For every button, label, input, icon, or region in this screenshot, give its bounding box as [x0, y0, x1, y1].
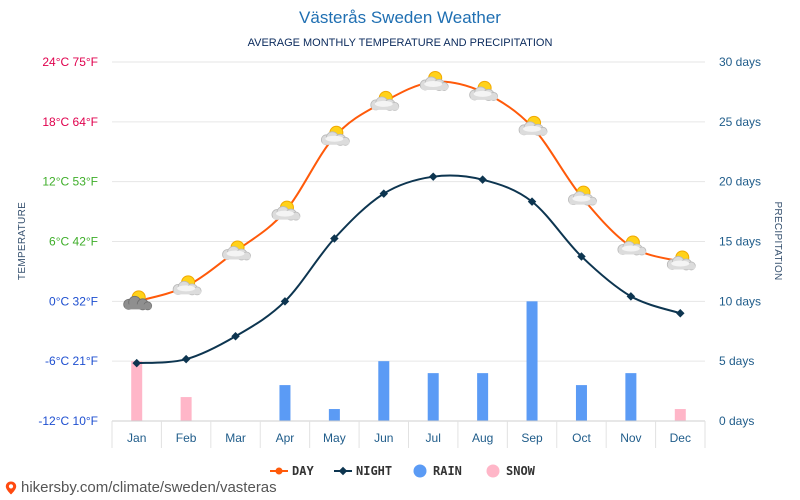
night-point [132, 358, 141, 368]
x-tick-label: Sep [521, 431, 543, 445]
night-point [626, 292, 636, 301]
left-tick-label: 24°C 75°F [42, 55, 98, 69]
right-tick-label: 30 days [719, 55, 761, 69]
x-tick-label: Aug [472, 431, 493, 445]
x-tick-label: Nov [620, 431, 641, 445]
snow-bar [180, 397, 192, 421]
right-axis-title: PRECIPITATION [772, 201, 783, 280]
partly-sunny-icon [320, 125, 350, 146]
night-series-line [136, 174, 681, 365]
partly-sunny-icon [469, 80, 499, 101]
legend-item-snow: SNOW [486, 464, 536, 478]
x-tick-label: Feb [176, 431, 197, 445]
rain-bar [575, 385, 587, 421]
left-tick-label: -6°C 21°F [45, 354, 98, 368]
left-axis-ticks: 24°C 75°F 18°C 64°F 12°C 53°F 6°C 42°F 0°C 3… [38, 55, 98, 428]
temperature-lines [132, 80, 685, 368]
right-tick-label: 0 days [719, 414, 754, 428]
night-point [379, 189, 389, 198]
legend-night-marker [338, 466, 348, 476]
left-tick-label: 0°C 32°F [49, 294, 98, 308]
cloudy-sun-icon [123, 290, 153, 311]
x-tick-label: Apr [276, 431, 295, 445]
legend-item-night: NIGHT [334, 464, 392, 478]
location-pin-icon [5, 481, 17, 494]
footer-link[interactable]: hikersby.com/climate/sweden/vasteras [4, 479, 277, 496]
footer-url[interactable]: hikersby.com/climate/sweden/vasteras [21, 479, 277, 496]
left-tick-label: 6°C 42°F [49, 235, 98, 249]
legend-item-day: DAY [270, 464, 314, 478]
night-point [231, 331, 240, 341]
snow-bar [674, 409, 686, 421]
partly-sunny-icon [666, 250, 696, 271]
rain-bar [625, 373, 637, 421]
left-axis-title: TEMPERATURE [17, 202, 28, 280]
x-tick-label: May [323, 431, 346, 445]
night-point [181, 354, 191, 364]
rain-bar [328, 409, 340, 421]
x-tick-label: Mar [225, 431, 246, 445]
night-point [330, 234, 339, 243]
left-tick-label: 18°C 64°F [42, 115, 98, 129]
right-tick-label: 10 days [719, 294, 761, 308]
chart-subtitle: AVERAGE MONTHLY TEMPERATURE AND PRECIPIT… [248, 37, 553, 49]
chart-title: Västerås Sweden Weather [299, 8, 501, 27]
legend-day-marker [275, 467, 283, 475]
rain-bar [279, 385, 291, 421]
partly-sunny-icon [617, 235, 647, 256]
night-point [428, 172, 438, 181]
night-point [676, 309, 685, 318]
legend-label: DAY [292, 464, 314, 478]
x-axis: Jan Feb Mar Apr May Jun Jul Aug Sep Oct Nov Dec [111, 420, 706, 448]
x-tick-label: Jun [374, 431, 393, 445]
x-tick-label: Dec [670, 431, 691, 445]
right-axis-ticks: 30 days 25 days 20 days 15 days 10 days 5 day… [719, 55, 761, 428]
rain-bar [477, 373, 489, 421]
right-tick-label: 20 days [719, 175, 761, 189]
night-point [478, 175, 487, 184]
legend-rain-marker [413, 464, 427, 478]
right-tick-label: 25 days [719, 115, 761, 129]
partly-sunny-icon [370, 90, 400, 111]
grid-lines [112, 61, 705, 422]
left-tick-label: 12°C 53°F [42, 175, 98, 189]
legend-item-rain: RAIN [413, 464, 462, 478]
right-tick-label: 5 days [719, 354, 754, 368]
precipitation-bars [131, 301, 686, 421]
partly-sunny-icon [568, 185, 597, 206]
snow-bar [131, 361, 143, 421]
partly-sunny-icon [518, 115, 548, 136]
partly-sunny-icon [222, 240, 251, 261]
x-tick-label: Jul [426, 431, 441, 445]
partly-sunny-icon [419, 70, 449, 91]
night-point [280, 297, 290, 306]
x-tick-label: Oct [572, 431, 591, 445]
legend-label: NIGHT [356, 464, 392, 478]
right-tick-label: 15 days [719, 235, 761, 249]
partly-sunny-icon [172, 275, 202, 296]
legend-label: SNOW [506, 464, 536, 478]
weather-icons [123, 70, 696, 311]
legend-snow-marker [486, 464, 500, 478]
partly-sunny-icon [271, 200, 301, 221]
rain-bar [378, 361, 390, 421]
rain-bar [427, 373, 439, 421]
day-series-line [136, 80, 681, 303]
legend: DAY NIGHT RAIN SNOW [270, 464, 536, 478]
weather-chart: Västerås Sweden Weather AVERAGE MONTHLY … [17, 8, 783, 478]
x-tick-label: Jan [127, 431, 146, 445]
left-tick-label: -12°C 10°F [38, 414, 98, 428]
rain-bar [526, 301, 538, 421]
legend-label: RAIN [433, 464, 462, 478]
